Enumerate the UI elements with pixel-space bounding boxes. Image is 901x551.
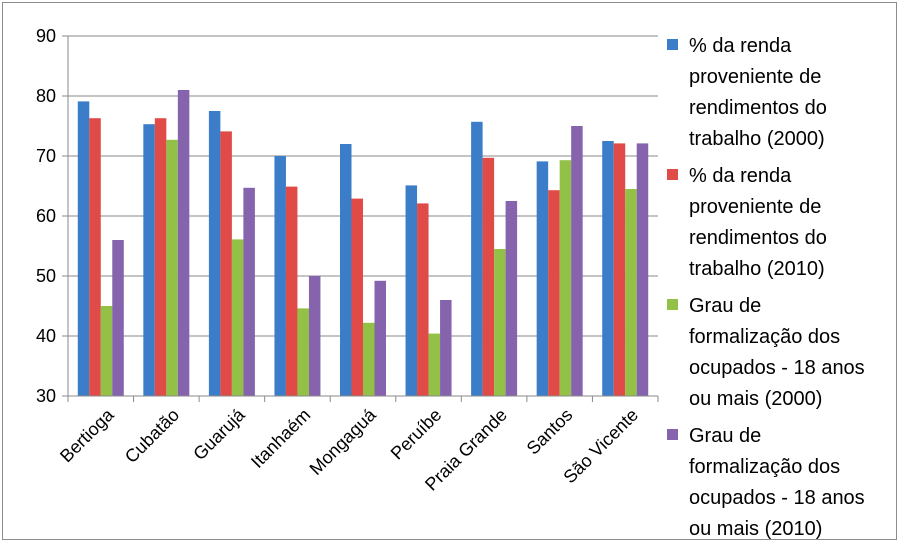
- bar: [363, 322, 375, 396]
- legend-swatch: [667, 299, 678, 310]
- y-tick-label: 80: [36, 86, 56, 106]
- legend-swatch: [667, 169, 678, 180]
- bar: [625, 189, 637, 396]
- bar-chart: 30 40 50 60 70 80 90 Bertioga Cubatão GuarujáIta…: [36, 26, 659, 495]
- bar: [112, 240, 124, 396]
- bar: [374, 280, 386, 396]
- bar: [571, 126, 583, 396]
- bar: [89, 118, 101, 396]
- bar: [471, 121, 483, 397]
- bar: [602, 141, 614, 396]
- x-tick-label: Cubatão: [121, 405, 183, 467]
- bar: [494, 249, 506, 396]
- legend-item: % da renda proveniente de rendimentos do…: [667, 31, 895, 155]
- bar: [505, 201, 518, 396]
- legend-swatch: [667, 39, 678, 50]
- legend-label: Grau de formalização dos ocupados - 18 a…: [689, 425, 865, 540]
- x-tick-label: Santos: [523, 405, 577, 459]
- legend-label: Grau de formalização dos ocupados - 18 a…: [689, 295, 865, 410]
- x-tick-label: Bertioga: [56, 404, 118, 466]
- legend-item: % da renda proveniente de rendimentos do…: [667, 161, 895, 285]
- bar: [143, 124, 155, 396]
- x-tick-label: Itanhaém: [247, 405, 314, 472]
- legend-swatch: [667, 429, 678, 440]
- bar: [177, 90, 190, 396]
- bar: [613, 143, 626, 396]
- bar: [154, 118, 167, 396]
- bar: [100, 306, 113, 396]
- bar: [166, 139, 178, 397]
- bar: [243, 187, 255, 396]
- x-tick-label: Guarujá: [189, 404, 249, 464]
- bar: [440, 300, 452, 396]
- axes: [62, 35, 659, 402]
- bar: [285, 186, 298, 396]
- bar: [636, 143, 649, 396]
- bar: [231, 239, 244, 396]
- y-tick-label: 70: [36, 146, 56, 166]
- y-tick-label: 90: [36, 26, 56, 46]
- bar: [417, 203, 429, 396]
- bars: [77, 90, 649, 397]
- y-tick-labels: 30 40 50 60 70 80 90: [36, 26, 56, 406]
- bar: [308, 276, 321, 396]
- bar: [77, 101, 90, 397]
- legend-label: % da renda proveniente de rendimentos do…: [689, 165, 827, 280]
- bar: [351, 198, 363, 396]
- bar: [274, 156, 286, 396]
- legend-label: % da renda proveniente de rendimentos do…: [689, 35, 827, 150]
- bar: [482, 157, 495, 396]
- y-tick-label: 30: [36, 386, 56, 406]
- bar: [297, 308, 309, 396]
- y-tick-label: 40: [36, 326, 56, 346]
- y-tick-label: 50: [36, 266, 56, 286]
- legend: % da renda proveniente de rendimentos do…: [667, 31, 895, 551]
- bar: [428, 333, 441, 396]
- bar: [536, 161, 549, 396]
- legend-item: Grau de formalização dos ocupados - 18 a…: [667, 291, 895, 415]
- chart-frame: 30 40 50 60 70 80 90 Bertioga Cubatão Guarujá Ita…: [2, 2, 897, 540]
- x-tick-label: Mongaguá: [306, 404, 381, 479]
- bar: [548, 190, 560, 396]
- bar: [340, 144, 352, 396]
- legend-item: Grau de formalização dos ocupados - 18 a…: [667, 421, 895, 545]
- bar: [220, 131, 232, 396]
- bar: [559, 160, 572, 396]
- x-tick-label: Peruíbe: [387, 405, 446, 464]
- y-tick-label: 60: [36, 206, 56, 226]
- bar: [208, 111, 221, 396]
- bar: [405, 185, 418, 396]
